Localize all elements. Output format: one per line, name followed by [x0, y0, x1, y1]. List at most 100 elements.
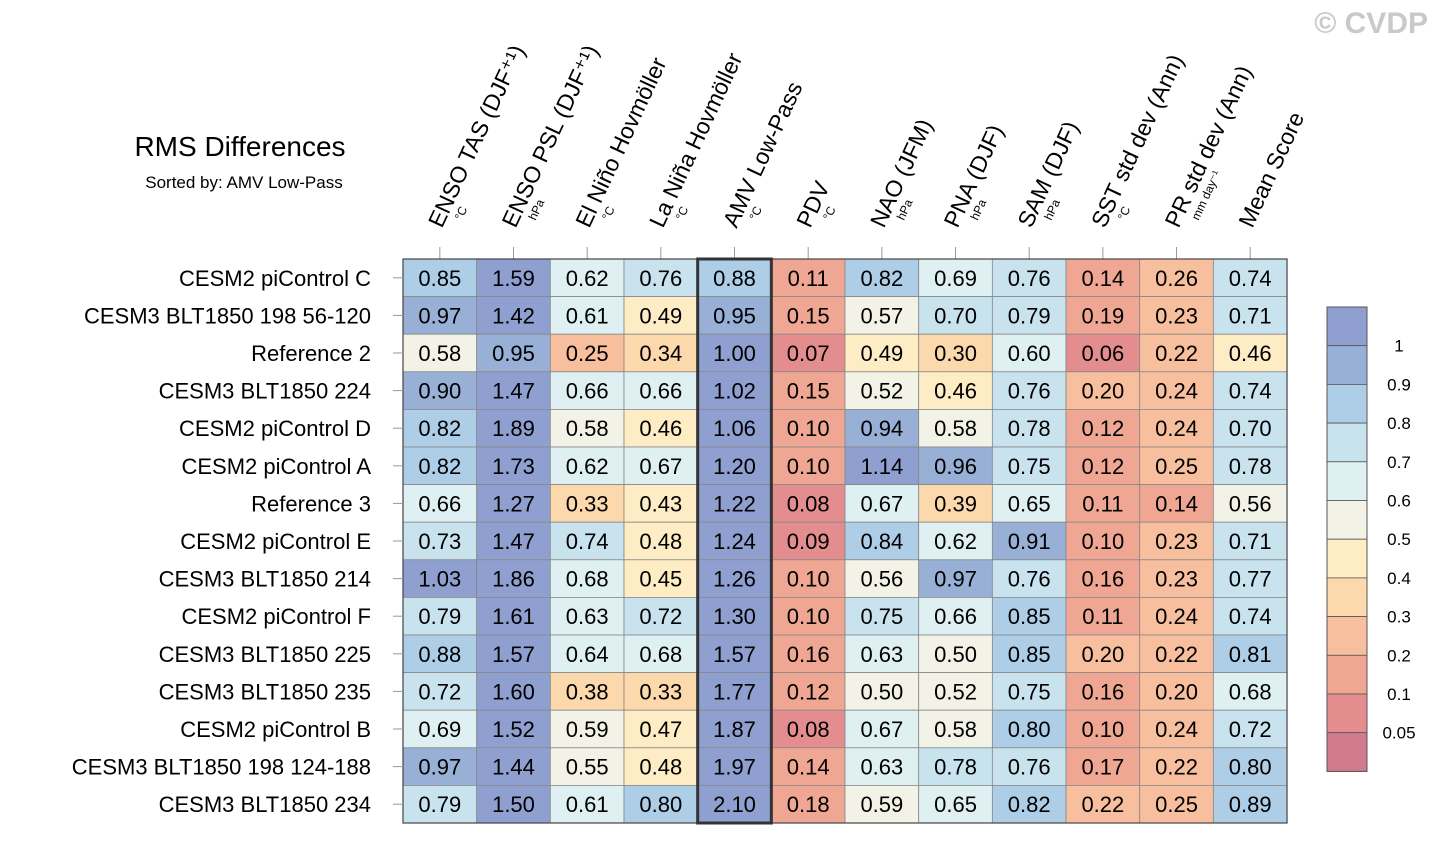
row-label: CESM3 BLT1850 198 56-120	[84, 303, 371, 328]
heatmap-cell	[918, 333, 993, 373]
cell-value-label: 0.78	[1229, 454, 1272, 479]
heatmap-cell	[549, 709, 625, 749]
cell-value-label: 0.46	[1229, 341, 1272, 366]
heatmap-cell	[770, 446, 846, 485]
cell-value-label: 0.66	[934, 604, 977, 629]
heatmap-cell	[1212, 296, 1288, 335]
colorbar-swatch	[1326, 306, 1368, 347]
cell-value-label: 0.76	[1008, 266, 1051, 291]
cell-value-label: 0.67	[860, 491, 903, 516]
colorbar-swatch	[1326, 654, 1368, 695]
cell-value-label: 1.77	[713, 679, 756, 704]
heatmap-cell	[697, 258, 772, 297]
cell-value-label: 0.97	[418, 303, 461, 328]
column-label: PDV	[791, 177, 835, 231]
cell-value-label: 0.25	[1155, 792, 1198, 817]
heatmap-cell	[549, 785, 625, 824]
cell-value-label: 0.72	[639, 604, 682, 629]
cell-value-label: 0.08	[787, 717, 830, 742]
colorbar-tick-label: 0.05	[1382, 724, 1415, 743]
heatmap-cell	[1139, 484, 1214, 523]
heatmap-cell	[549, 371, 625, 410]
cell-value-label: 0.70	[1229, 416, 1272, 441]
cell-value-label: 0.52	[934, 679, 977, 704]
cell-value-label: 0.61	[566, 792, 609, 817]
cell-value-label: 1.03	[418, 567, 461, 592]
heatmap-cell	[991, 258, 1067, 297]
colorbar-swatch	[1326, 616, 1368, 656]
heatmap-cell	[844, 333, 920, 373]
row-label: CESM2 piControl D	[179, 416, 371, 441]
cell-value-label: 0.10	[787, 454, 830, 479]
row-label: CESM2 piControl C	[179, 266, 371, 291]
cell-value-label: 1.61	[492, 604, 535, 629]
cell-value-label: 0.11	[1082, 604, 1123, 629]
heatmap-cell	[402, 634, 478, 673]
heatmap-cell	[770, 597, 846, 636]
heatmap-cell	[402, 333, 478, 373]
cell-value-label: 0.75	[1008, 679, 1051, 704]
cell-value-label: 0.71	[1229, 529, 1272, 554]
cell-value-label: 1.97	[713, 755, 756, 780]
heatmap-cell	[476, 484, 551, 523]
cell-value-label: 0.20	[1155, 679, 1198, 704]
cell-value-label: 0.85	[1008, 604, 1051, 629]
cell-value-label: 0.68	[1229, 679, 1272, 704]
cell-value-label: 0.58	[566, 416, 609, 441]
cell-value-label: 0.66	[566, 379, 609, 404]
cell-value-label: 0.38	[566, 679, 609, 704]
cell-value-label: 0.17	[1081, 755, 1124, 780]
colorbar-swatch	[1326, 422, 1368, 463]
cell-value-label: 0.10	[1081, 717, 1124, 742]
row-label: CESM3 BLT1850 225	[159, 642, 371, 667]
heatmap-cell	[1065, 672, 1141, 711]
cell-value-label: 0.23	[1155, 529, 1198, 554]
cell-value-label: 0.14	[1155, 491, 1198, 516]
cell-value-label: 0.34	[639, 341, 682, 366]
cell-value-label: 1.44	[492, 755, 535, 780]
cell-value-label: 0.20	[1081, 642, 1124, 667]
cell-value-label: 0.16	[787, 642, 830, 667]
cell-value-label: 0.76	[1008, 567, 1051, 592]
heatmap-cell	[1212, 258, 1288, 297]
cell-value-label: 0.80	[1229, 755, 1272, 780]
cell-value-label: 0.26	[1155, 266, 1198, 291]
column-unit: °C	[452, 204, 471, 222]
heatmap-cell	[918, 408, 993, 448]
heatmap-cell	[476, 333, 551, 373]
heatmap-cell	[1139, 709, 1214, 749]
row-label: CESM3 BLT1850 234	[159, 792, 371, 817]
cell-value-label: 0.24	[1155, 379, 1198, 404]
colorbar-tick-label: 0.1	[1387, 685, 1411, 704]
colorbar-swatch	[1326, 693, 1368, 734]
cell-value-label: 0.14	[787, 755, 830, 780]
heatmap-cell	[991, 634, 1067, 673]
heatmap-cell	[623, 258, 699, 297]
row-label: Reference 3	[251, 491, 371, 516]
cell-value-label: 1.47	[492, 529, 535, 554]
heatmap-cell	[476, 747, 551, 786]
colorbar-swatch	[1326, 538, 1368, 579]
heatmap-cell	[402, 296, 478, 335]
cell-value-label: 0.62	[934, 529, 977, 554]
heatmap-cell	[991, 484, 1067, 523]
heatmap-cell	[1139, 333, 1214, 373]
cell-value-label: 0.74	[566, 529, 609, 554]
cell-value-label: 0.82	[418, 416, 461, 441]
cell-value-label: 1.59	[492, 266, 535, 291]
column-unit: °C	[747, 204, 766, 222]
cell-value-label: 0.88	[418, 642, 461, 667]
heatmap-cell	[402, 371, 478, 410]
cell-value-label: 1.47	[492, 379, 535, 404]
cell-value-label: 0.89	[1229, 792, 1272, 817]
cell-value-label: 0.46	[934, 379, 977, 404]
cell-value-label: 2.10	[713, 792, 756, 817]
heatmap-cell	[623, 559, 699, 598]
colorbar-tick-label: 0.4	[1387, 569, 1411, 588]
cell-value-label: 1.27	[492, 491, 535, 516]
cell-value-label: 0.55	[566, 755, 609, 780]
cell-value-label: 0.22	[1155, 341, 1198, 366]
cell-value-label: 0.09	[787, 529, 830, 554]
cell-value-label: 0.19	[1081, 303, 1124, 328]
